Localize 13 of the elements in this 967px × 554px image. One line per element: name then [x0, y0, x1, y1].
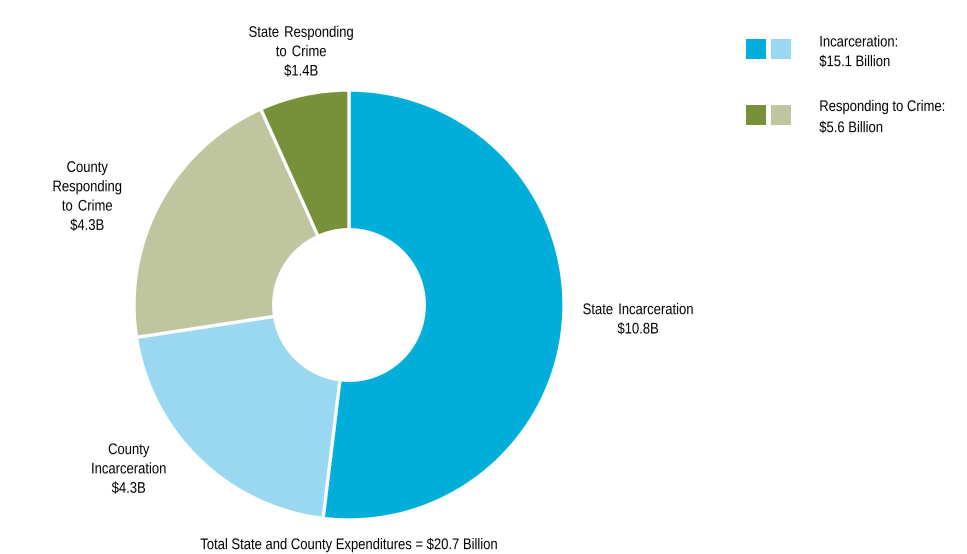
text: Responding to Crime:	[820, 100, 944, 114]
slice-label: State Incarceration	[583, 303, 693, 314]
text: $5.6 Billion	[819, 120, 882, 134]
data-label: $1.4B	[284, 64, 318, 77]
text: Total State and County Expenditures = $20.7 Billion	[200, 538, 497, 552]
data-label: $10.8B	[618, 322, 658, 335]
data-label: $4.3B	[112, 481, 146, 494]
slice-label: County Incarceration	[92, 443, 166, 474]
text: Incarceration:	[820, 35, 898, 47]
text: $15.1 Billion	[819, 54, 890, 68]
slice-label: State Responding to Crime	[249, 26, 353, 56]
data-label: $4.3B	[70, 218, 104, 231]
slice-label: County Responding to Crime	[54, 161, 122, 211]
